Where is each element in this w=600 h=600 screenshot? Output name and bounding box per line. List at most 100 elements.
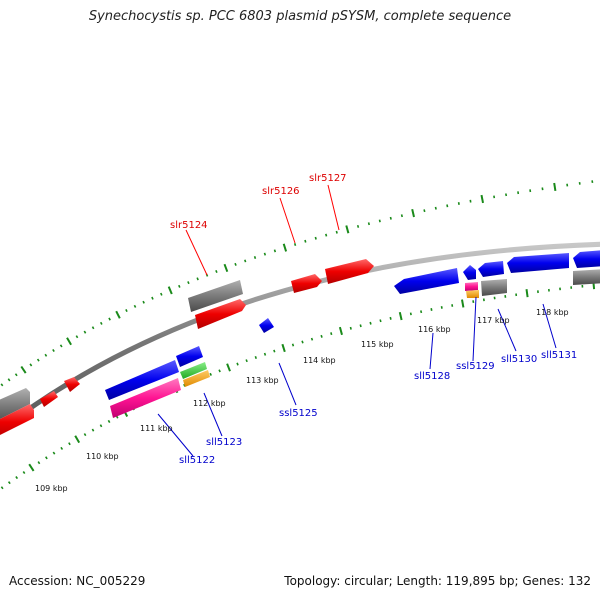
tick-mark	[91, 326, 95, 330]
tick-mark	[244, 259, 247, 263]
tick-mark	[420, 310, 423, 314]
gene-arrow	[0, 404, 34, 435]
tick-mark	[68, 442, 71, 446]
tick-mark	[367, 222, 370, 226]
tick-mark	[74, 435, 81, 444]
gene-label-ssl5129: ssl5129	[456, 361, 495, 372]
tick-mark	[29, 363, 33, 367]
tick-mark	[472, 300, 475, 304]
tick-mark	[254, 355, 257, 359]
tick-mark	[37, 461, 41, 465]
gene-arrow	[478, 261, 504, 277]
tick-mark	[209, 372, 212, 376]
tick-mark	[301, 340, 304, 344]
gene-arrow	[180, 362, 207, 379]
tick-label: 110 kbp	[86, 452, 119, 461]
gene-arrow	[64, 377, 80, 392]
tick-mark	[99, 424, 103, 428]
tick-mark	[234, 262, 237, 266]
tick-mark	[36, 358, 40, 362]
tick-mark	[7, 481, 11, 485]
tick-mark	[430, 308, 433, 311]
gene-arrow	[188, 280, 243, 312]
tick-mark	[196, 277, 199, 281]
gene-label-sll5130: sll5130	[501, 354, 537, 365]
tick-mark	[423, 209, 426, 213]
tick-mark	[108, 317, 111, 321]
tick-mark	[553, 182, 557, 192]
gene-label-sll5122: sll5122	[179, 455, 215, 466]
tick-mark	[335, 230, 338, 234]
tick-label: 116 kbp	[418, 325, 451, 334]
gene-arrow	[465, 282, 478, 291]
gene-label-sll5123: sll5123	[206, 437, 242, 448]
gene-arrow	[481, 279, 507, 296]
tick-mark	[281, 343, 286, 353]
gene-arrow	[573, 250, 600, 268]
tick-label: 115 kbp	[361, 340, 394, 349]
tick-mark	[178, 284, 181, 288]
inner-tick-ring	[0, 281, 596, 490]
gene-arrow	[573, 269, 600, 285]
tick-mark	[107, 419, 111, 423]
tick-mark	[99, 321, 103, 325]
gene-arrow	[466, 290, 479, 298]
tick-mark	[22, 471, 26, 475]
outer-tick-ring	[0, 180, 594, 387]
gene-arrow	[40, 391, 58, 407]
tick-mark	[480, 194, 484, 204]
gene-label-sll5128: sll5128	[414, 371, 450, 382]
tick-label: 118 kbp	[536, 308, 569, 317]
tick-label: 109 kbp	[35, 484, 68, 493]
tick-mark	[273, 249, 277, 253]
tick-mark	[369, 321, 372, 325]
tick-mark	[291, 343, 295, 347]
tick-mark	[142, 300, 145, 304]
tick-mark	[273, 349, 276, 353]
tick-mark	[83, 433, 87, 437]
tick-mark	[14, 373, 18, 377]
tick-mark	[398, 311, 403, 321]
gene-arrow	[183, 370, 210, 387]
gene-arrow	[291, 274, 322, 293]
tick-mark	[359, 324, 362, 328]
tick-mark	[356, 224, 360, 228]
tick-mark	[293, 242, 297, 246]
tick-mark	[223, 263, 229, 273]
tick-mark	[226, 363, 231, 372]
gene-label-ssl5125: ssl5125	[279, 408, 318, 419]
tick-mark	[83, 330, 87, 334]
tick-mark	[151, 296, 154, 300]
gene-arrow	[105, 360, 179, 400]
tick-mark	[389, 216, 392, 220]
gene-label-slr5127: slr5127	[309, 173, 347, 184]
tick-labels: 109 kbp 110 kbp 111 kbp 112 kbp 113 kbp …	[35, 308, 569, 493]
tick-mark	[345, 225, 350, 234]
tick-mark	[183, 383, 186, 387]
tick-mark	[52, 348, 55, 353]
tick-mark	[187, 281, 190, 285]
gene-arrow	[0, 388, 30, 419]
tick-mark	[379, 319, 382, 323]
tick-mark	[59, 344, 63, 348]
gene-arrow	[507, 253, 569, 273]
tick-mark	[440, 306, 443, 309]
tick-mark	[505, 193, 508, 197]
tick-mark	[263, 252, 267, 256]
tick-mark	[15, 476, 19, 480]
tick-mark	[245, 359, 248, 363]
tick-mark	[263, 352, 267, 356]
gene-arrow	[394, 268, 459, 294]
tick-mark	[0, 486, 4, 490]
tick-mark	[461, 299, 465, 308]
tick-mark	[91, 428, 95, 432]
tick-mark	[457, 202, 460, 205]
tick-mark	[60, 446, 64, 450]
tick-mark	[215, 269, 218, 274]
tick-mark	[304, 239, 307, 243]
tick-mark	[282, 243, 288, 252]
tick-mark	[7, 378, 11, 382]
tick-label: 113 kbp	[246, 376, 279, 385]
tick-mark	[446, 204, 449, 208]
